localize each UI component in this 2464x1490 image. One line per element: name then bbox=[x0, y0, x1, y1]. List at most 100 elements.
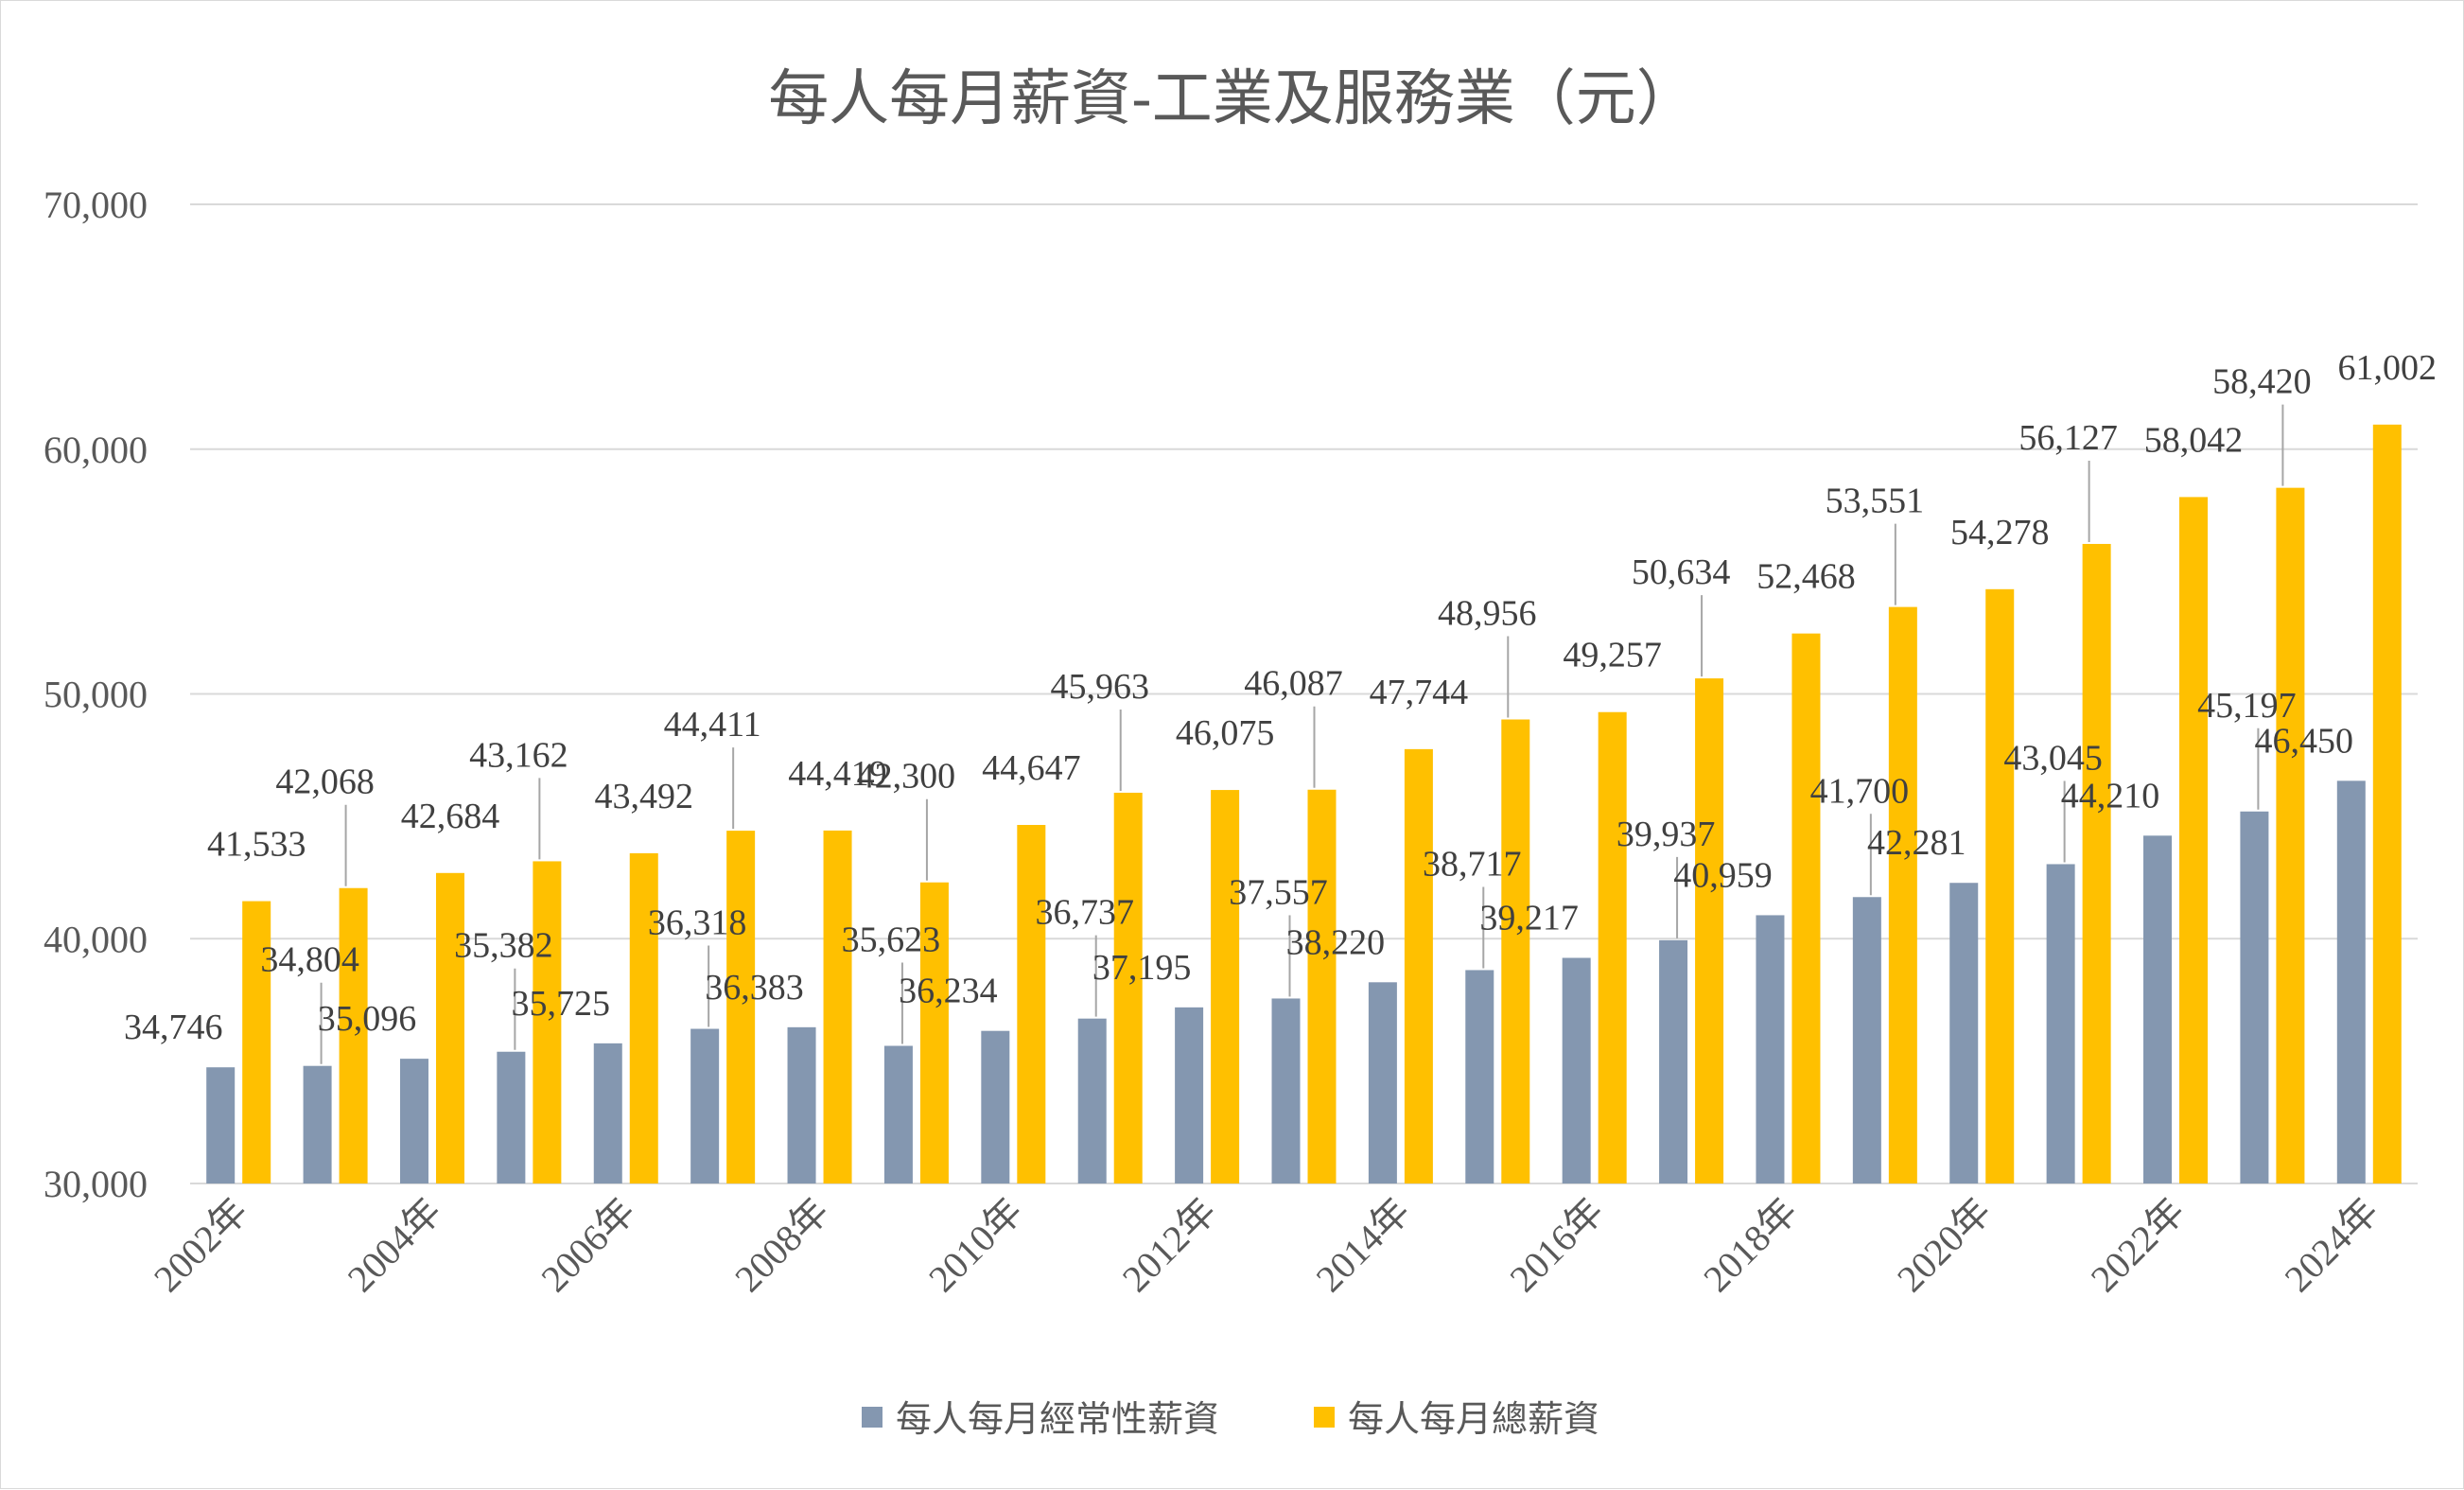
data-label-regular-wage: 42,281 bbox=[1867, 823, 1966, 863]
x-tick-label: 2012年 bbox=[1114, 1190, 1225, 1301]
bar-total-wage bbox=[1888, 606, 1917, 1183]
y-tick-label: 70,000 bbox=[44, 184, 148, 226]
data-labels: 41,533 34,746 42,068 34,804 42,684 35,096 43,1… bbox=[124, 348, 2437, 1047]
bar-regular-wage bbox=[2046, 864, 2075, 1183]
data-label-regular-wage: 34,746 bbox=[124, 1008, 223, 1047]
data-label-regular-wage: 36,383 bbox=[705, 968, 804, 1008]
legend-label-total-wage: 每人每月總薪資 bbox=[1348, 1398, 1599, 1440]
data-label-regular-wage: 39,217 bbox=[1479, 899, 1579, 938]
bar-total-wage bbox=[629, 852, 658, 1183]
y-tick-label: 40,000 bbox=[44, 918, 148, 960]
bar-regular-wage bbox=[883, 1045, 913, 1183]
gridlines bbox=[190, 203, 2418, 1184]
bar-regular-wage bbox=[981, 1030, 1010, 1183]
bar-total-wage bbox=[533, 861, 562, 1183]
data-label-total-wage: 47,744 bbox=[1370, 673, 1469, 712]
data-label-total-wage: 44,419 bbox=[788, 754, 887, 794]
bar-regular-wage bbox=[2336, 780, 2366, 1183]
data-label-regular-wage: 38,220 bbox=[1286, 922, 1386, 962]
x-tick-label: 2014年 bbox=[1308, 1190, 1419, 1301]
x-tick-label: 2006年 bbox=[533, 1190, 643, 1301]
data-label-total-wage: 43,492 bbox=[595, 777, 694, 816]
data-label-total-wage: 49,257 bbox=[1563, 636, 1662, 675]
data-label-regular-wage: 40,959 bbox=[1673, 855, 1773, 895]
x-tick-label: 2002年 bbox=[146, 1190, 256, 1301]
x-tick-label: 2020年 bbox=[1889, 1190, 2000, 1301]
data-label-total-wage: 58,042 bbox=[2144, 420, 2244, 460]
data-label-total-wage: 42,300 bbox=[857, 757, 956, 797]
data-label-total-wage: 52,468 bbox=[1756, 557, 1856, 597]
data-label-total-wage: 41,533 bbox=[207, 825, 306, 865]
chart-title: 每人每月薪資-工業及服務業（元） bbox=[768, 64, 1697, 134]
bar-total-wage bbox=[2179, 497, 2209, 1183]
bar-total-wage bbox=[1695, 678, 1724, 1183]
data-label-regular-wage: 35,725 bbox=[512, 984, 611, 1024]
bar-total-wage bbox=[919, 882, 949, 1183]
x-tick-label: 2010年 bbox=[920, 1190, 1031, 1301]
bar-total-wage bbox=[2276, 487, 2305, 1183]
data-label-total-wage: 42,068 bbox=[275, 763, 375, 802]
bar-regular-wage bbox=[1659, 939, 1688, 1183]
bar-regular-wage bbox=[690, 1028, 720, 1183]
data-label-regular-wage: 37,195 bbox=[1092, 948, 1192, 988]
data-label-total-wage: 46,075 bbox=[1176, 713, 1275, 753]
data-label-regular-wage: 36,234 bbox=[899, 972, 998, 1011]
data-label-total-wage: 43,162 bbox=[469, 735, 568, 775]
y-tick-label: 50,000 bbox=[44, 674, 148, 716]
y-tick-label: 30,000 bbox=[44, 1163, 148, 1205]
x-tick-label: 2018年 bbox=[1695, 1190, 1806, 1301]
bar-regular-wage bbox=[303, 1065, 332, 1183]
bar-regular-wage bbox=[1175, 1007, 1204, 1183]
data-label-total-wage: 45,963 bbox=[1050, 667, 1149, 707]
bar-regular-wage bbox=[2240, 811, 2269, 1183]
x-tick-label: 2024年 bbox=[2276, 1190, 2386, 1301]
data-label-total-wage: 56,127 bbox=[2018, 418, 2118, 458]
x-tick-label: 2004年 bbox=[340, 1190, 450, 1301]
data-label-total-wage: 48,956 bbox=[1438, 594, 1537, 634]
bar-regular-wage bbox=[399, 1059, 428, 1183]
bar-total-wage bbox=[1017, 825, 1046, 1183]
bar-total-wage bbox=[726, 831, 756, 1183]
bar-regular-wage bbox=[1562, 957, 1591, 1183]
bar-regular-wage bbox=[206, 1067, 236, 1183]
bar-total-wage bbox=[1791, 633, 1821, 1183]
bars bbox=[206, 424, 2402, 1183]
bar-total-wage bbox=[242, 901, 271, 1183]
data-label-total-wage: 46,087 bbox=[1244, 664, 1343, 704]
data-label-regular-wage: 36,737 bbox=[1035, 893, 1134, 933]
legend-swatch-regular-wage bbox=[862, 1407, 882, 1428]
data-label-regular-wage: 39,937 bbox=[1616, 815, 1716, 854]
data-label-regular-wage: 36,318 bbox=[648, 903, 747, 943]
data-label-total-wage: 50,634 bbox=[1632, 552, 1731, 592]
data-label-regular-wage: 35,623 bbox=[842, 920, 941, 960]
data-label-regular-wage: 35,382 bbox=[454, 926, 553, 966]
data-label-regular-wage: 34,804 bbox=[260, 940, 359, 980]
data-label-total-wage: 44,411 bbox=[664, 705, 761, 745]
x-axis-tick-labels: 2002年 2004年 2006年 2008年 2010年 2012年 2014年 2016年… bbox=[146, 1190, 2386, 1301]
bar-total-wage bbox=[1404, 748, 1433, 1183]
legend-swatch-total-wage bbox=[1314, 1407, 1335, 1428]
data-label-total-wage: 42,684 bbox=[401, 797, 500, 836]
legend-label-regular-wage: 每人每月經常性薪資 bbox=[896, 1398, 1219, 1440]
bar-total-wage bbox=[1307, 789, 1337, 1183]
data-label-total-wage: 44,647 bbox=[982, 748, 1081, 788]
bar-total-wage bbox=[1985, 588, 2015, 1183]
bar-total-wage bbox=[2372, 424, 2402, 1183]
bar-regular-wage bbox=[593, 1043, 622, 1183]
bar-regular-wage bbox=[1271, 998, 1301, 1183]
bar-regular-wage bbox=[1077, 1018, 1107, 1183]
bar-total-wage bbox=[1113, 792, 1143, 1183]
data-label-regular-wage: 37,557 bbox=[1229, 872, 1328, 912]
label-leader-lines bbox=[320, 404, 2284, 1064]
bar-total-wage bbox=[1211, 790, 1240, 1183]
bar-total-wage bbox=[435, 872, 464, 1183]
data-label-regular-wage: 38,717 bbox=[1423, 844, 1522, 884]
bar-regular-wage bbox=[1368, 982, 1397, 1183]
bar-regular-wage bbox=[787, 1026, 816, 1183]
data-label-regular-wage: 35,096 bbox=[318, 999, 417, 1039]
y-tick-label: 60,000 bbox=[44, 429, 148, 471]
bar-total-wage bbox=[1501, 719, 1530, 1183]
x-tick-label: 2022年 bbox=[2083, 1190, 2193, 1301]
